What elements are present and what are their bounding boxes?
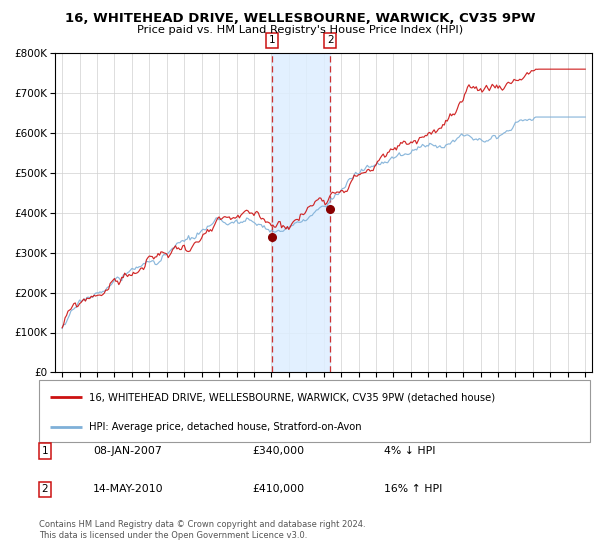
Text: This data is licensed under the Open Government Licence v3.0.: This data is licensed under the Open Gov… — [39, 531, 307, 540]
Text: 2: 2 — [327, 35, 334, 45]
Text: 16, WHITEHEAD DRIVE, WELLESBOURNE, WARWICK, CV35 9PW: 16, WHITEHEAD DRIVE, WELLESBOURNE, WARWI… — [65, 12, 535, 25]
Text: HPI: Average price, detached house, Stratford-on-Avon: HPI: Average price, detached house, Stra… — [89, 422, 361, 432]
Text: Price paid vs. HM Land Registry's House Price Index (HPI): Price paid vs. HM Land Registry's House … — [137, 25, 463, 35]
FancyBboxPatch shape — [39, 380, 590, 442]
Text: £410,000: £410,000 — [252, 484, 304, 494]
Text: 16, WHITEHEAD DRIVE, WELLESBOURNE, WARWICK, CV35 9PW (detached house): 16, WHITEHEAD DRIVE, WELLESBOURNE, WARWI… — [89, 392, 494, 402]
Text: 1: 1 — [41, 446, 49, 456]
Text: £340,000: £340,000 — [252, 446, 304, 456]
Text: 16% ↑ HPI: 16% ↑ HPI — [384, 484, 442, 494]
Text: 2: 2 — [41, 484, 49, 494]
Text: Contains HM Land Registry data © Crown copyright and database right 2024.: Contains HM Land Registry data © Crown c… — [39, 520, 365, 529]
Text: 14-MAY-2010: 14-MAY-2010 — [93, 484, 164, 494]
Bar — [272, 53, 330, 372]
Text: 4% ↓ HPI: 4% ↓ HPI — [384, 446, 436, 456]
Text: 08-JAN-2007: 08-JAN-2007 — [93, 446, 162, 456]
Text: 1: 1 — [269, 35, 275, 45]
